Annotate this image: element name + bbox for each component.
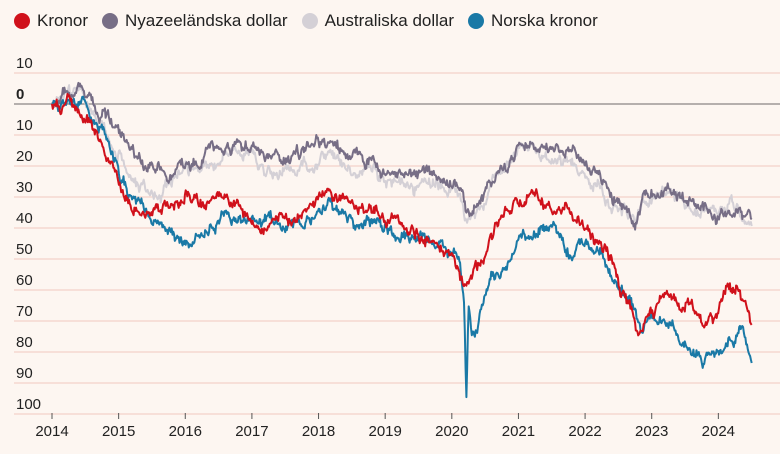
series-line-norska-kronor [51,95,753,399]
series-line-kronor [51,92,753,337]
legend-swatch-nyazeelandska-dollar [102,13,119,29]
x-tick-label-2021: 2021 [502,423,535,440]
y-tick-label-2: 10 [16,117,33,134]
chart-legend: Kronor Nyazeeländska dollar Australiska … [0,6,598,36]
legend-swatch-norska-kronor [468,13,485,29]
y-tick-label-6: 50 [16,241,33,258]
grid-lines [14,72,780,415]
y-tick-label-9: 80 [16,334,33,351]
x-tick-label-2015: 2015 [102,423,135,440]
y-tick-label-10: 90 [16,365,33,382]
legend-label-kronor: Kronor [37,11,89,30]
x-axis: 2014 2015 2016 2017 2018 2019 2020 2021 2022 2023… [35,413,735,440]
y-tick-label-3: 20 [16,148,33,165]
x-tick-label-2023: 2023 [635,423,668,440]
x-tick-label-2022: 2022 [568,423,601,440]
series-line-australiska-dollar [51,84,753,227]
y-tick-label-0: 10 [16,55,33,72]
y-tick-label-8: 70 [16,303,33,320]
series-lines [51,81,753,399]
legend-swatch-australiska-dollar [301,13,318,29]
x-tick-label-2019: 2019 [368,423,401,440]
y-tick-label-11: 100 [16,396,41,413]
x-tick-label-2024: 2024 [702,423,735,440]
legend-label-australiska-dollar: Australiska dollar [324,11,455,30]
x-tick-label-2018: 2018 [302,423,335,440]
legend-label-nyazeelandska-dollar: Nyazeeländska dollar [125,11,288,30]
legend-item-nyazeelandska-dollar: Nyazeeländska dollar [102,11,288,31]
legend-item-australiska-dollar: Australiska dollar [301,11,455,31]
x-tick-label-2014: 2014 [35,423,68,440]
x-tick-label-2017: 2017 [235,423,268,440]
y-tick-label-7: 60 [16,272,33,289]
x-tick-label-2016: 2016 [169,423,202,440]
y-tick-label-4: 30 [16,179,33,196]
y-tick-label-1: 0 [16,86,24,103]
y-tick-label-5: 40 [16,210,33,227]
legend-label-norska-kronor: Norska kronor [491,11,598,30]
series-line-nyazeelandska-dollar [51,81,753,231]
legend-item-norska-kronor: Norska kronor [468,11,598,31]
x-tick-label-2020: 2020 [435,423,468,440]
legend-item-kronor: Kronor [14,11,88,31]
legend-swatch-kronor [14,13,30,29]
